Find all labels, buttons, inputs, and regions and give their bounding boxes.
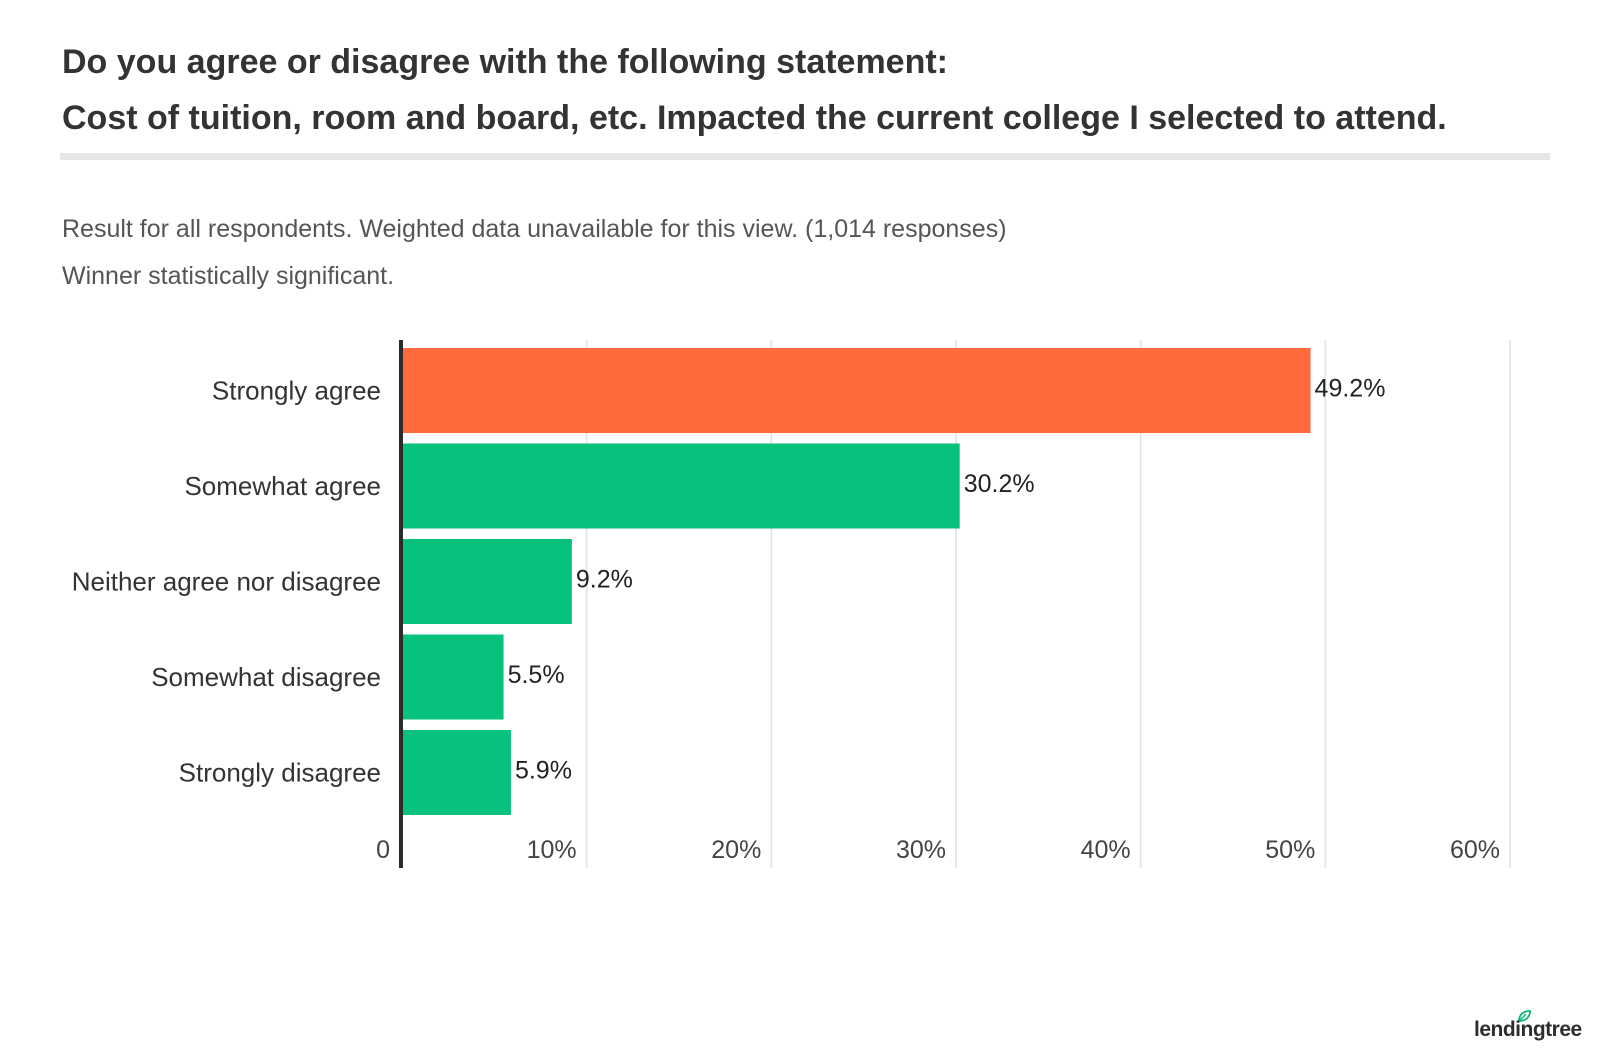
bar — [402, 348, 1311, 433]
category-label: Neither agree nor disagree — [72, 567, 381, 597]
x-tick-label: 60% — [1450, 836, 1500, 864]
category-label: Somewhat disagree — [151, 662, 381, 692]
x-tick-label: 30% — [896, 836, 946, 864]
bar — [402, 730, 511, 815]
subtitle-line-1: Result for all respondents. Weighted dat… — [62, 215, 1007, 243]
x-tick-label: 20% — [711, 836, 761, 864]
bars — [402, 348, 1311, 815]
category-label: Somewhat agree — [184, 471, 381, 501]
subtitle-line-2: Winner statistically significant. — [62, 262, 395, 290]
bar — [402, 539, 572, 624]
value-label: 9.2% — [576, 566, 633, 594]
bar — [402, 634, 504, 720]
value-label: 5.9% — [515, 757, 572, 785]
title-line-1: Do you agree or disagree with the follow… — [62, 43, 949, 81]
lendingtree-logo: lendingtree — [1474, 1010, 1584, 1044]
category-label: Strongly agree — [212, 376, 381, 406]
value-label: 30.2% — [964, 470, 1035, 498]
value-label: 5.5% — [508, 661, 565, 689]
chart-subtitle: Result for all respondents. Weighted dat… — [62, 206, 1007, 300]
brand-name: lendingtree — [1474, 1018, 1582, 1041]
labels: 0 10% 20% 30% 40% 50% 60% Strongly agree 49.2% So… — [72, 375, 1500, 865]
x-tick-label: 50% — [1265, 836, 1315, 864]
bar — [402, 443, 960, 529]
leaf-icon — [1518, 1010, 1531, 1022]
x-tick-label: 10% — [527, 836, 577, 864]
x-tick-label: 0 — [376, 836, 390, 864]
title-divider — [60, 153, 1550, 160]
x-tick-label: 40% — [1081, 836, 1131, 864]
category-label: Strongly disagree — [179, 758, 381, 788]
chart-title: Do you agree or disagree with the follow… — [62, 34, 1542, 146]
title-line-2: Cost of tuition, room and board, etc. Im… — [62, 99, 1447, 137]
value-label: 49.2% — [1315, 375, 1386, 403]
